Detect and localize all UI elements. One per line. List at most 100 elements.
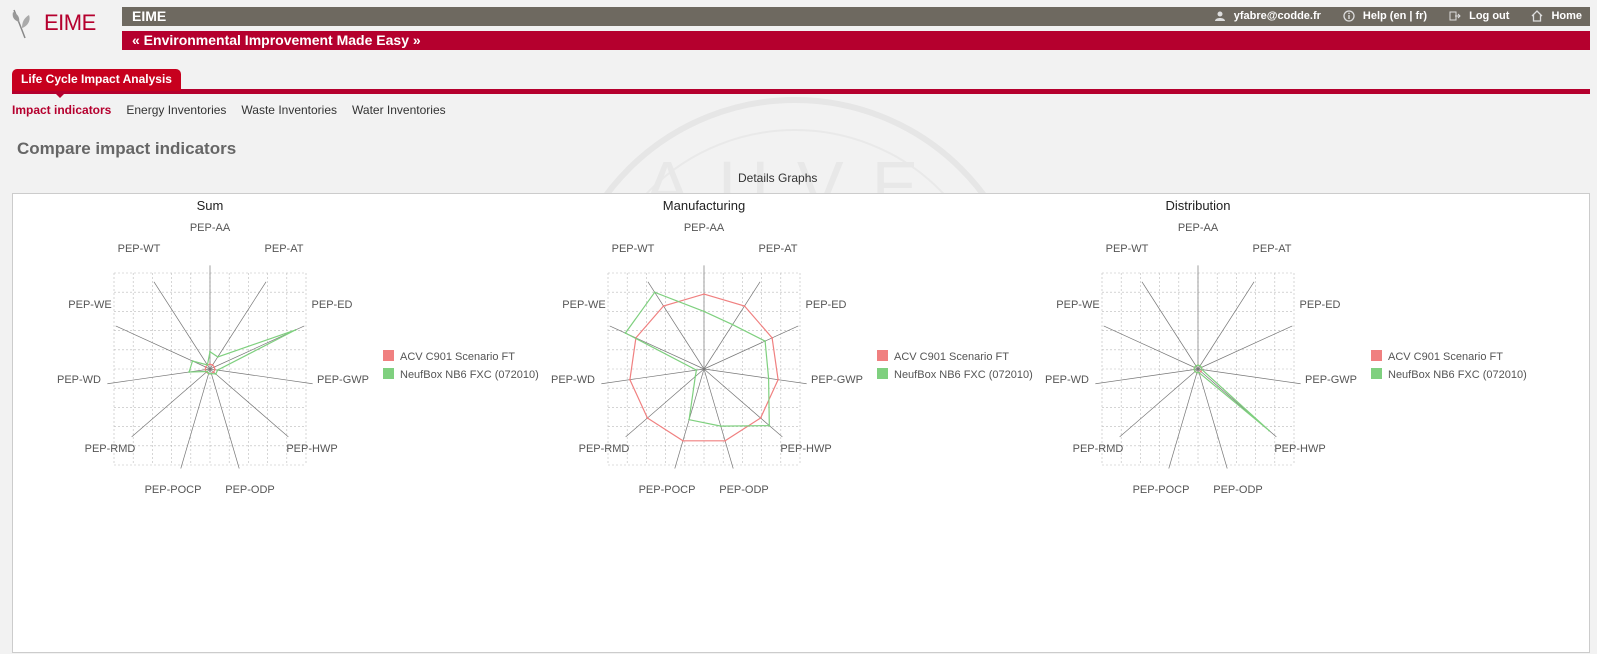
data-point-acv-c901-scenario-ft: [204, 366, 207, 368]
data-point-neufbox-nb6-fxc-072010: [1200, 368, 1203, 371]
data-point-neufbox-nb6-fxc-072010: [1197, 364, 1199, 367]
axis-label-pep-at: PEP-AT: [265, 243, 304, 255]
axis-spoke-pep-pocp: [1168, 368, 1199, 469]
axis-spoke-pep-at: [703, 281, 761, 370]
data-point-neufbox-nb6-fxc-072010: [1268, 429, 1271, 432]
data-point-neufbox-nb6-fxc-072010: [1195, 364, 1197, 367]
axis-spoke-pep-gwp: [209, 368, 313, 385]
user-account-link[interactable]: yfabre@codde.fr: [1214, 10, 1321, 22]
data-point-acv-c901-scenario-ft: [213, 366, 216, 368]
legend-label-neufbox-nb6-fxc-072010: NeufBox NB6 FXC (072010): [894, 369, 1033, 381]
data-point-neufbox-nb6-fxc-072010: [624, 332, 627, 335]
data-point-neufbox-nb6-fxc-072010: [767, 377, 770, 380]
data-point-acv-c901-scenario-ft: [204, 368, 207, 371]
tab-life-cycle-impact-analysis[interactable]: Life Cycle Impact Analysis: [12, 69, 181, 91]
data-point-neufbox-nb6-fxc-072010: [768, 424, 771, 427]
logout-link[interactable]: Log out: [1449, 10, 1509, 22]
axis-spoke-pep-odp: [1197, 368, 1228, 469]
data-point-neufbox-nb6-fxc-072010: [653, 291, 656, 294]
data-point-acv-c901-scenario-ft: [771, 336, 774, 339]
data-point-neufbox-nb6-fxc-072010: [206, 370, 208, 373]
data-point-acv-c901-scenario-ft: [682, 439, 684, 442]
home-link[interactable]: Home: [1531, 10, 1582, 22]
data-point-acv-c901-scenario-ft: [211, 364, 214, 366]
axis-spoke-pep-odp: [209, 368, 240, 469]
axis-spoke-pep-we: [1103, 325, 1199, 370]
axis-label-pep-we: PEP-WE: [562, 299, 605, 311]
axis-spoke-pep-at: [1197, 281, 1255, 370]
axis-spoke-pep-wt: [1141, 281, 1199, 370]
eime-logo[interactable]: EIME: [10, 6, 110, 40]
data-point-acv-c901-scenario-ft: [209, 363, 211, 366]
axis-label-pep-hwp: PEP-HWP: [780, 443, 831, 455]
help-link[interactable]: Help (en | fr): [1343, 10, 1427, 22]
axis-label-pep-wt: PEP-WT: [118, 243, 161, 255]
home-label: Home: [1551, 10, 1582, 22]
axis-label-pep-ed: PEP-ED: [806, 299, 847, 311]
axis-label-pep-hwp: PEP-HWP: [286, 443, 337, 455]
axis-spoke-pep-wd: [601, 368, 705, 385]
subnav-water-inventories[interactable]: Water Inventories: [352, 103, 446, 117]
axis-label-pep-rmd: PEP-RMD: [85, 443, 136, 455]
sub-navigation: Impact indicators Energy Inventories Was…: [12, 103, 446, 117]
axis-spoke-pep-rmd: [131, 368, 211, 438]
user-icon: [1214, 11, 1225, 21]
axis-label-pep-pocp: PEP-POCP: [639, 484, 696, 496]
axis-spoke-pep-gwp: [703, 368, 807, 385]
tagline: « Environmental Improvement Made Easy »: [132, 32, 421, 48]
axis-label-pep-gwp: PEP-GWP: [1305, 374, 1357, 386]
axis-label-pep-wt: PEP-WT: [1106, 243, 1149, 255]
legend-label-acv-c901-scenario-ft: ACV C901 Scenario FT: [400, 351, 515, 363]
series-line-acv-c901-scenario-ft: [629, 293, 779, 442]
axis-label-pep-rmd: PEP-RMD: [579, 443, 630, 455]
app-title: EIME: [132, 8, 167, 24]
data-point-neufbox-nb6-fxc-072010: [209, 350, 211, 353]
data-point-acv-c901-scenario-ft: [646, 417, 649, 419]
data-point-neufbox-nb6-fxc-072010: [1196, 371, 1198, 374]
subnav-energy-inventories[interactable]: Energy Inventories: [126, 103, 227, 117]
legend-swatch-neufbox-nb6-fxc-072010: [383, 368, 394, 379]
data-point-acv-c901-scenario-ft: [628, 378, 631, 381]
data-point-acv-c901-scenario-ft: [1200, 370, 1202, 373]
legend-label-acv-c901-scenario-ft: ACV C901 Scenario FT: [894, 351, 1009, 363]
axis-label-pep-at: PEP-AT: [1253, 243, 1292, 255]
data-point-acv-c901-scenario-ft: [212, 371, 215, 374]
data-point-neufbox-nb6-fxc-072010: [1194, 370, 1196, 373]
legend-swatch-acv-c901-scenario-ft: [877, 350, 888, 361]
axis-label-pep-hwp: PEP-HWP: [1274, 443, 1325, 455]
data-point-neufbox-nb6-fxc-072010: [1199, 364, 1201, 367]
axis-label-pep-wd: PEP-WD: [551, 374, 595, 386]
data-point-neufbox-nb6-fxc-072010: [1193, 368, 1196, 371]
data-point-neufbox-nb6-fxc-072010: [764, 340, 767, 342]
axis-label-pep-wt: PEP-WT: [612, 243, 655, 255]
axis-label-pep-aa: PEP-AA: [684, 222, 725, 234]
series-line-neufbox-nb6-fxc-072010: [188, 329, 296, 375]
data-point-acv-c901-scenario-ft: [703, 293, 705, 296]
chart-title-manufacturing: Manufacturing: [663, 198, 745, 213]
data-point-acv-c901-scenario-ft: [213, 368, 216, 371]
logout-icon: [1449, 11, 1461, 21]
legend-swatch-neufbox-nb6-fxc-072010: [1371, 368, 1382, 379]
help-label: Help (en | fr): [1362, 10, 1428, 22]
leaf-logo-icon: [12, 9, 30, 39]
legend-label-acv-c901-scenario-ft: ACV C901 Scenario FT: [1388, 351, 1503, 363]
legend-label-neufbox-nb6-fxc-072010: NeufBox NB6 FXC (072010): [400, 369, 539, 381]
data-point-neufbox-nb6-fxc-072010: [207, 372, 210, 375]
data-point-neufbox-nb6-fxc-072010: [210, 372, 213, 375]
user-email: yfabre@codde.fr: [1233, 10, 1321, 22]
data-point-neufbox-nb6-fxc-072010: [216, 369, 219, 371]
info-icon: [1343, 10, 1355, 22]
data-point-neufbox-nb6-fxc-072010: [1193, 366, 1196, 369]
axis-label-pep-ed: PEP-ED: [1300, 299, 1341, 311]
legend-swatch-acv-c901-scenario-ft: [1371, 350, 1382, 361]
axis-spoke-pep-pocp: [180, 368, 211, 469]
axis-spoke-pep-rmd: [1119, 368, 1199, 438]
tab-pointer: [55, 93, 65, 98]
axis-label-pep-aa: PEP-AA: [1178, 222, 1219, 234]
details-graphs-link[interactable]: Details Graphs: [738, 171, 818, 185]
subnav-waste-inventories[interactable]: Waste Inventories: [241, 103, 338, 117]
axis-label-pep-gwp: PEP-GWP: [317, 374, 369, 386]
subnav-impact-indicators[interactable]: Impact indicators: [12, 103, 112, 117]
data-point-neufbox-nb6-fxc-072010: [214, 373, 217, 375]
data-point-neufbox-nb6-fxc-072010: [703, 310, 705, 313]
